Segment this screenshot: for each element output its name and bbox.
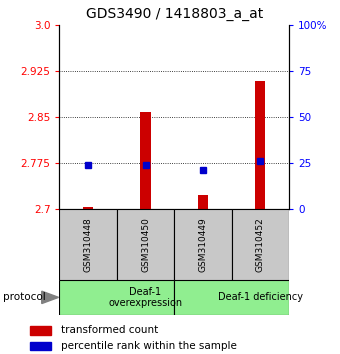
Text: GSM310452: GSM310452 [256, 217, 265, 272]
Bar [117, 209, 174, 280]
Text: GSM310450: GSM310450 [141, 217, 150, 272]
Bar [174, 209, 232, 280]
Bar [59, 209, 117, 280]
Title: GDS3490 / 1418803_a_at: GDS3490 / 1418803_a_at [86, 7, 263, 21]
Text: protocol: protocol [3, 292, 46, 302]
Bar [232, 209, 289, 280]
Bar [59, 280, 174, 315]
Text: Deaf-1 deficiency: Deaf-1 deficiency [218, 292, 303, 302]
Text: GSM310448: GSM310448 [84, 217, 93, 272]
Bar [174, 280, 289, 315]
Bar [255, 81, 266, 209]
Bar [198, 195, 208, 209]
Text: Deaf-1
overexpression: Deaf-1 overexpression [108, 286, 183, 308]
Bar [83, 207, 94, 209]
Bar [30, 326, 51, 335]
Bar [140, 112, 151, 209]
Text: transformed count: transformed count [61, 325, 158, 335]
Text: percentile rank within the sample: percentile rank within the sample [61, 341, 237, 351]
Bar [30, 342, 51, 350]
Polygon shape [42, 291, 58, 303]
Text: GSM310449: GSM310449 [199, 217, 207, 272]
